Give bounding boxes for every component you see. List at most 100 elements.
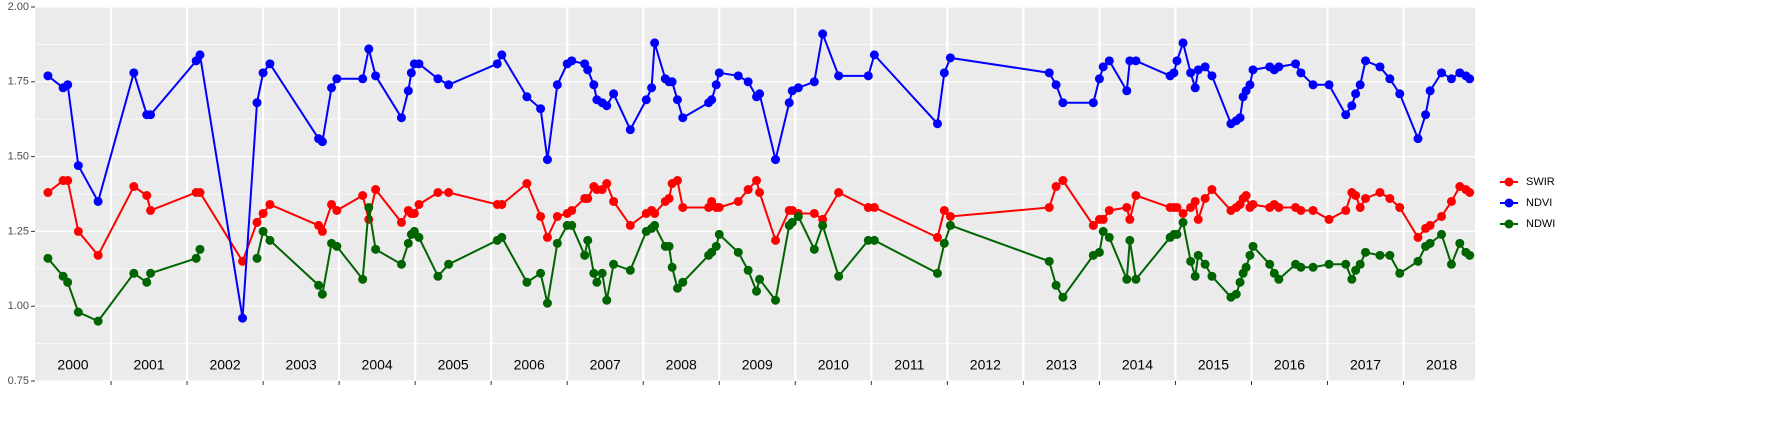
point: [1094, 247, 1104, 257]
point: [678, 277, 688, 287]
point: [1296, 205, 1306, 215]
point: [743, 77, 753, 87]
point: [602, 295, 612, 305]
point: [650, 38, 660, 48]
point: [1094, 74, 1104, 84]
point: [752, 286, 762, 296]
point: [664, 241, 674, 251]
point: [755, 274, 765, 284]
point: [63, 80, 73, 90]
point: [536, 211, 546, 221]
point: [793, 83, 803, 93]
point: [1355, 202, 1365, 212]
point: [195, 244, 205, 254]
point: [93, 250, 103, 260]
point: [403, 238, 413, 248]
point: [63, 176, 73, 186]
point: [358, 74, 368, 84]
point: [1385, 250, 1395, 260]
point: [1455, 238, 1465, 248]
point: [146, 205, 156, 215]
point: [1207, 71, 1217, 81]
point: [834, 271, 844, 281]
point: [1413, 134, 1423, 144]
point: [1098, 226, 1108, 236]
year-label: 2016: [1274, 357, 1305, 373]
point: [809, 244, 819, 254]
point: [583, 193, 593, 203]
point: [771, 235, 781, 245]
point: [667, 262, 677, 272]
point: [73, 226, 83, 236]
point: [1437, 229, 1447, 239]
point: [317, 137, 327, 147]
legend-marker: [1504, 177, 1514, 187]
point: [1274, 62, 1284, 72]
point: [1425, 86, 1435, 96]
point: [396, 217, 406, 227]
point: [1131, 274, 1141, 284]
point: [1207, 185, 1217, 195]
y-tick-label: 1.25: [8, 225, 29, 237]
point: [650, 208, 660, 218]
legend-label: SWIR: [1526, 176, 1555, 188]
point: [536, 104, 546, 114]
point: [522, 277, 532, 287]
point: [542, 232, 552, 242]
point: [1308, 205, 1318, 215]
point: [1446, 196, 1456, 206]
point: [1248, 199, 1258, 209]
point: [129, 182, 139, 192]
point: [522, 179, 532, 189]
point: [1341, 259, 1351, 269]
point: [1413, 232, 1423, 242]
point: [542, 155, 552, 165]
point: [1351, 89, 1361, 99]
point: [1241, 190, 1251, 200]
point: [641, 95, 651, 105]
point: [327, 83, 337, 93]
point: [1425, 238, 1435, 248]
point: [327, 199, 337, 209]
point: [93, 196, 103, 206]
point: [1347, 101, 1357, 111]
point: [1245, 250, 1255, 260]
point: [371, 185, 381, 195]
point: [409, 208, 419, 218]
point: [497, 50, 507, 60]
point: [1186, 68, 1196, 78]
point: [1385, 193, 1395, 203]
point: [743, 265, 753, 275]
point: [1465, 188, 1475, 198]
point: [1465, 74, 1475, 84]
legend-label: NDVI: [1526, 197, 1552, 209]
point: [1172, 229, 1182, 239]
point: [787, 217, 797, 227]
point: [1104, 205, 1114, 215]
point: [444, 259, 454, 269]
year-label: 2005: [438, 357, 469, 373]
point: [1200, 62, 1210, 72]
year-label: 2015: [1198, 357, 1229, 373]
point: [258, 68, 268, 78]
point: [602, 101, 612, 111]
point: [1122, 202, 1132, 212]
point: [1200, 193, 1210, 203]
point: [358, 190, 368, 200]
point: [834, 71, 844, 81]
legend-marker: [1504, 219, 1514, 229]
point: [625, 125, 635, 135]
point: [536, 268, 546, 278]
point: [1296, 262, 1306, 272]
point: [1125, 214, 1135, 224]
point: [142, 277, 152, 287]
point: [414, 232, 424, 242]
point: [1193, 214, 1203, 224]
point: [932, 119, 942, 129]
point: [1231, 289, 1241, 299]
point: [258, 226, 268, 236]
point: [265, 235, 275, 245]
point: [672, 176, 682, 186]
point: [834, 188, 844, 198]
